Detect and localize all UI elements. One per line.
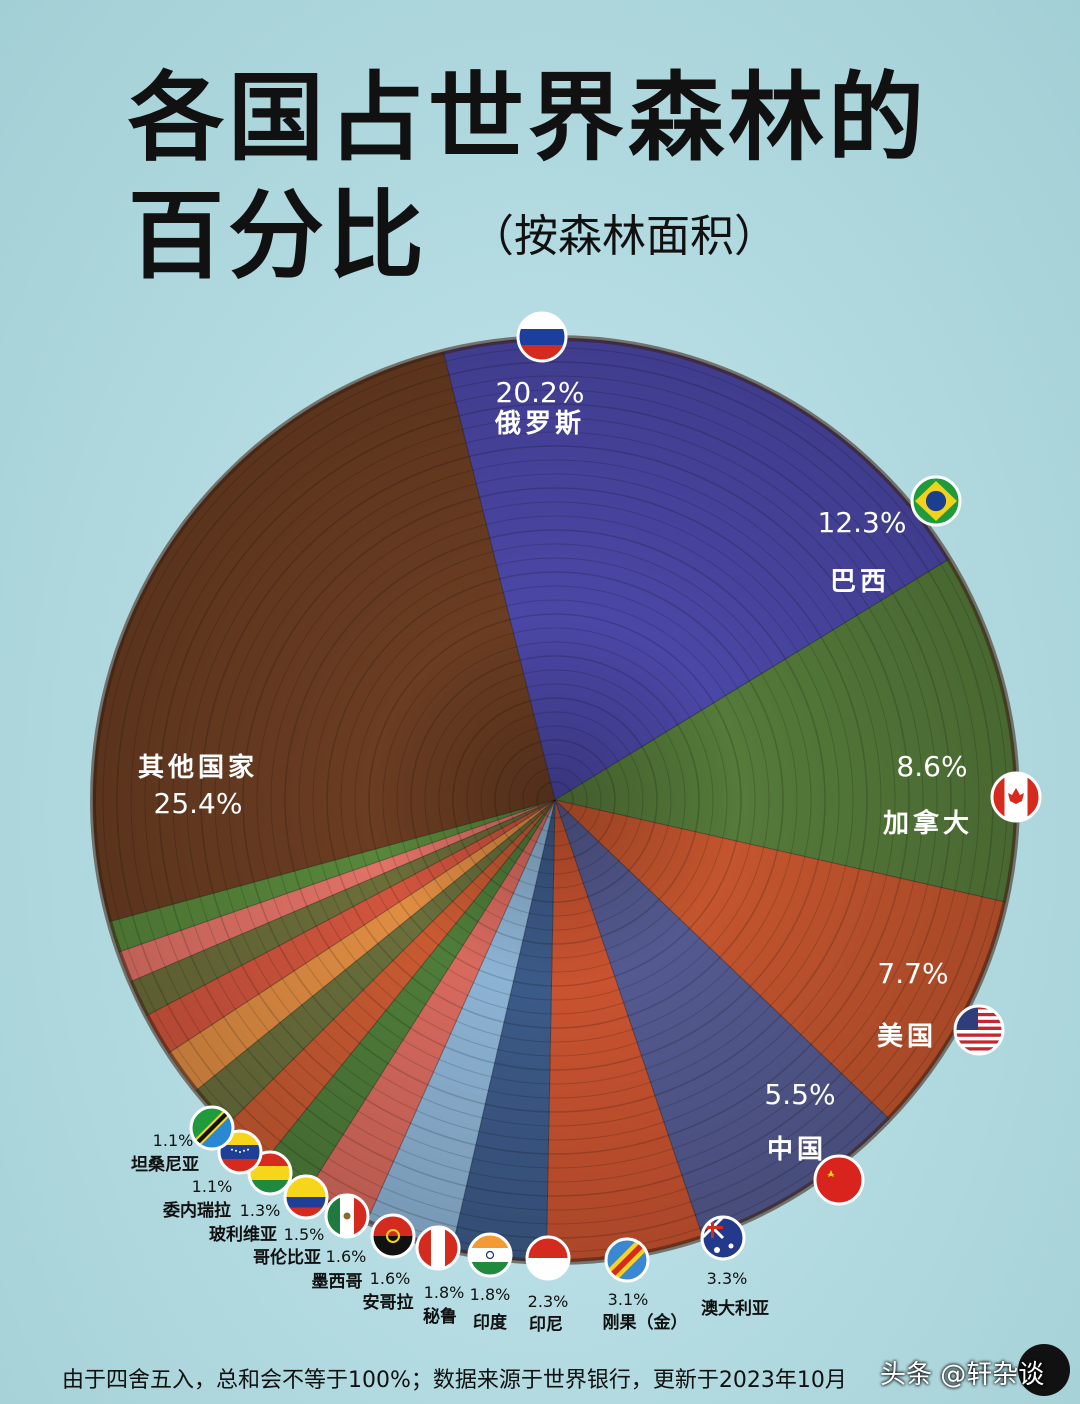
slice-value-label: 2.3%: [528, 1292, 569, 1311]
chart-subtitle: （按森林面积）: [470, 211, 778, 262]
slice-value-label: 1.8%: [470, 1285, 511, 1304]
slice-category-label: 印度: [473, 1312, 508, 1333]
slice-category-label: 其他国家: [138, 752, 258, 783]
slice-value-label: 12.3%: [818, 506, 907, 539]
slice-category-label: 玻利维亚: [209, 1224, 277, 1245]
flag-dr-congo-icon: [604, 1237, 650, 1283]
slice-category-label: 秘鲁: [423, 1306, 457, 1327]
flag-tanzania-icon: [189, 1105, 235, 1151]
slice-category-label: 墨西哥: [312, 1272, 363, 1292]
watermark-text: 头条 @轩杂谈: [880, 1360, 1045, 1390]
flag-peru-icon: [415, 1225, 461, 1271]
slice-category-label: 中国: [767, 1135, 827, 1165]
slice-category-label: 坦桑尼亚: [131, 1155, 199, 1175]
slice-value-label: 1.3%: [240, 1201, 281, 1220]
flag-usa-icon: [953, 1004, 1005, 1056]
flag-colombia-icon: [283, 1174, 329, 1220]
slice-category-label: 加拿大: [883, 808, 973, 839]
slice-category-label: 俄罗斯: [494, 409, 585, 439]
flag-icons: [189, 311, 1042, 1283]
watermark-icon: [1018, 1344, 1070, 1396]
slice-value-label: 5.5%: [764, 1078, 835, 1111]
flag-australia-icon: [700, 1215, 746, 1261]
flag-india-icon: [467, 1232, 513, 1278]
slice-value-label: 1.5%: [284, 1225, 325, 1244]
slice-category-label: 哥伦比亚: [253, 1247, 321, 1268]
pie-labels: 20.2%俄罗斯 12.3% 巴西 8.6% 加拿大 7.7% 美国 5.5% 中国 3.3% 澳大…: [131, 376, 973, 1335]
slice-category-label: 印尼: [529, 1315, 563, 1335]
slice-category-label: 委内瑞拉: [162, 1200, 231, 1221]
flag-venezuela-icon: [217, 1129, 263, 1175]
slice-value-label: 1.6%: [370, 1269, 411, 1288]
chart-title-line2: 百分比: [128, 180, 428, 292]
slice-category-label: 刚果（金）: [603, 1312, 688, 1333]
slice-category-label: 澳大利亚: [701, 1298, 769, 1319]
flag-indonesia-icon: [525, 1235, 571, 1281]
slice-category-label: 美国: [877, 1021, 937, 1052]
slice-value-label: 1.1%: [192, 1177, 233, 1196]
flag-russia-icon: [516, 311, 568, 363]
flag-canada-icon: [990, 771, 1042, 823]
watermark: 头条 @轩杂谈: [880, 1344, 1070, 1396]
slice-value-label: 8.6%: [896, 750, 967, 783]
chart-title: 各国占世界森林的: [128, 62, 928, 174]
slice-value-label: 25.4%: [154, 787, 243, 820]
footnote: 由于四舍五入，总和会不等于100%；数据来源于世界银行，更新于2023年10月: [62, 1368, 847, 1393]
slice-value-label: 3.3%: [707, 1269, 748, 1288]
flag-brazil-icon: [910, 475, 962, 527]
flag-china-icon: [813, 1154, 865, 1206]
slice-category-label: 巴西: [830, 567, 890, 597]
flag-angola-icon: [370, 1213, 416, 1259]
flag-mexico-icon: [324, 1193, 370, 1239]
slice-category-label: 安哥拉: [363, 1292, 414, 1313]
slice-value-label: 7.7%: [877, 957, 948, 990]
slice-value-label: 1.1%: [153, 1131, 194, 1150]
pie-shading: [93, 338, 1017, 1262]
slice-value-label: 3.1%: [608, 1290, 649, 1309]
slice-value-label: 1.8%: [424, 1283, 465, 1302]
slice-value-label: 20.2%: [496, 376, 585, 409]
slice-value-label: 1.6%: [326, 1247, 367, 1266]
